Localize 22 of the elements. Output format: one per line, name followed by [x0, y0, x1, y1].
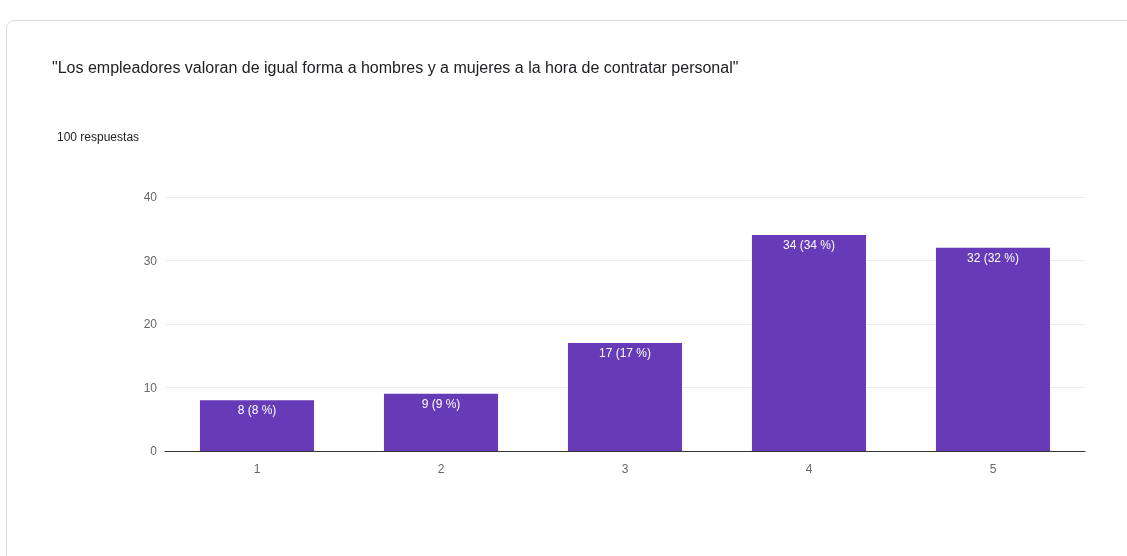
- x-tick-label: 5: [989, 462, 997, 476]
- data-label: 34 (34 %): [782, 238, 836, 253]
- bar: [199, 400, 315, 451]
- bar: [751, 235, 867, 451]
- data-label: 17 (17 %): [598, 346, 652, 361]
- y-tick-label: 10: [143, 380, 158, 395]
- data-label: 8 (8 %): [237, 403, 277, 418]
- x-tick-label: 1: [253, 462, 261, 476]
- bar: [383, 393, 499, 451]
- y-tick-label: 30: [143, 253, 158, 268]
- data-label: 32 (32 %): [966, 250, 1020, 265]
- y-tick-label: 40: [143, 190, 158, 204]
- chart-title: "Los empleadores valoran de igual forma a hombres y a mujeres a la hora de contratar personal": [52, 58, 739, 76]
- y-tick-label: 0: [150, 444, 158, 458]
- y-tick-label: 20: [143, 317, 158, 331]
- x-tick-label: 2: [437, 462, 445, 476]
- data-label: 9 (9 %): [421, 396, 461, 411]
- chart-subtitle: 100 respuestas: [57, 130, 140, 144]
- bar: [567, 343, 683, 451]
- bar: [935, 247, 1051, 451]
- x-tick-label: 4: [805, 462, 813, 476]
- x-tick-label: 3: [621, 462, 629, 476]
